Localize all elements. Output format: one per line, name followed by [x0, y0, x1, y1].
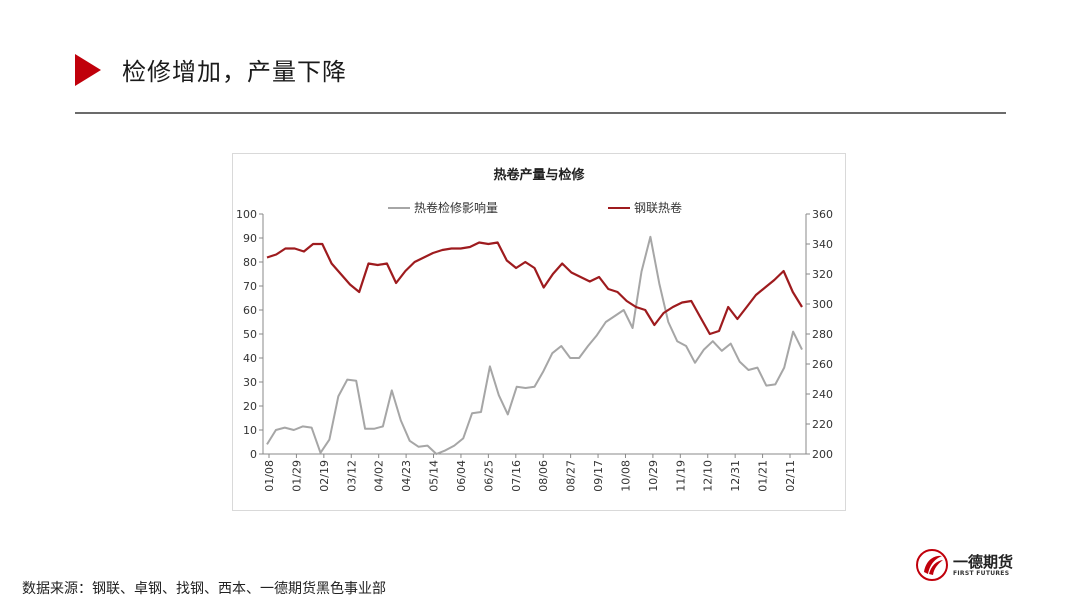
title-arrow-icon — [75, 54, 101, 86]
x-axis-tick-label: 12/31 — [729, 460, 742, 492]
chart-title: 热卷产量与检修 — [493, 168, 585, 183]
left-axis-tick-label: 80 — [243, 256, 257, 269]
left-axis-tick-label: 40 — [243, 352, 257, 365]
x-axis-tick-label: 06/25 — [482, 460, 495, 492]
x-axis-tick-label: 11/19 — [674, 460, 687, 492]
x-axis-tick-label: 03/12 — [345, 460, 358, 492]
legend-production-label: 钢联热卷 — [634, 200, 682, 215]
slide-header: 检修增加，产量下降 — [0, 0, 1080, 120]
x-axis-tick-label: 01/29 — [290, 460, 303, 492]
company-logo: 一德期货 FIRST FUTURES — [915, 548, 1025, 584]
right-axis-tick-label: 200 — [812, 448, 833, 461]
x-axis-tick-label: 06/04 — [455, 460, 468, 492]
x-axis-tick-label: 08/27 — [565, 460, 578, 492]
chart-svg: 0 10 20 30 40 50 60 70 80 90 100 200 220 240 260 280 300… — [236, 200, 833, 492]
left-axis-tick-label: 0 — [250, 448, 257, 461]
left-axis-tick-label: 70 — [243, 280, 257, 293]
right-axis-tick-label: 280 — [812, 328, 833, 341]
left-axis-tick-label: 60 — [243, 304, 257, 317]
x-axis-tick-label: 07/16 — [510, 460, 523, 492]
left-axis-tick-label: 20 — [243, 400, 257, 413]
x-axis-tick-label: 04/23 — [400, 460, 413, 492]
x-axis-tick-label: 04/02 — [373, 460, 386, 492]
series-line-production — [266, 241, 803, 336]
x-axis-tick-label: 01/08 — [263, 460, 276, 492]
slide-title: 检修增加，产量下降 — [122, 58, 347, 86]
right-axis-tick-label: 340 — [812, 238, 833, 251]
x-axis-tick-label: 02/19 — [318, 460, 331, 492]
right-axis-tick-label: 300 — [812, 298, 833, 311]
x-axis-tick-label: 12/10 — [702, 460, 715, 492]
x-axis-tick-label: 09/17 — [592, 460, 605, 492]
logo-name: 一德期货 — [953, 553, 1014, 571]
left-axis-tick-label: 100 — [236, 208, 257, 221]
title-divider — [75, 112, 1006, 114]
x-axis-tick-label: 05/14 — [428, 460, 441, 492]
logo-mark-icon — [916, 549, 948, 581]
logo-subtitle: FIRST FUTURES — [953, 570, 1010, 577]
left-axis-tick-label: 10 — [243, 424, 257, 437]
x-axis-tick-label: 01/21 — [757, 460, 770, 492]
data-source-note: 数据来源：钢联、卓钢、找钢、西本、一德期货黑色事业部 — [22, 581, 386, 597]
right-axis-tick-label: 320 — [812, 268, 833, 281]
series-line-maintenance — [266, 235, 803, 455]
chart-panel: 0 10 20 30 40 50 60 70 80 90 100 200 220 240 260 280 300… — [232, 153, 846, 511]
x-axis-tick-label: 10/08 — [619, 460, 632, 492]
x-axis-tick-label: 02/11 — [784, 460, 797, 492]
right-axis-tick-label: 240 — [812, 388, 833, 401]
x-axis-tick-label: 10/29 — [647, 460, 660, 492]
left-axis-tick-label: 50 — [243, 328, 257, 341]
legend-maintenance-label: 热卷检修影响量 — [414, 200, 498, 215]
right-axis-tick-label: 220 — [812, 418, 833, 431]
left-axis-tick-label: 30 — [243, 376, 257, 389]
right-axis-tick-label: 360 — [812, 208, 833, 221]
left-axis-tick-label: 90 — [243, 232, 257, 245]
x-axis-tick-label: 08/06 — [537, 460, 550, 492]
right-axis-tick-label: 260 — [812, 358, 833, 371]
